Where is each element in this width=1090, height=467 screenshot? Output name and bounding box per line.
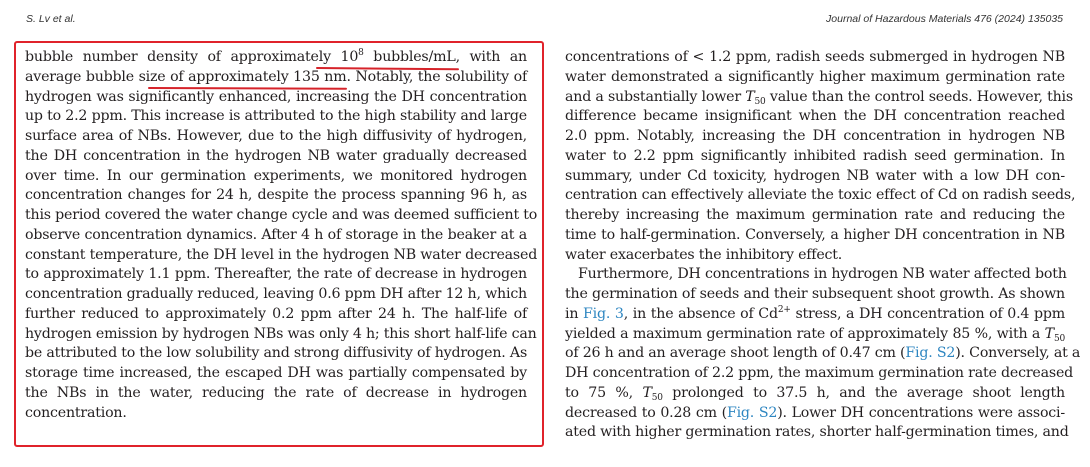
right-line-15: yielded a maximum germination rate of ap… xyxy=(565,325,1065,344)
right-line-12: Furthermore, DH concentrations in hydrog… xyxy=(578,266,1067,283)
left-line-9: this period covered the water change cyc… xyxy=(25,207,538,223)
fig-s2-link[interactable]: Fig. S2 xyxy=(905,345,956,362)
right-line-18: to 75 %, T50 prolonged to 37.5 h, and th… xyxy=(565,384,1065,403)
left-line-10: observe concentration dynamics. After 4 … xyxy=(25,226,527,243)
right-line-7: summary, under Cd toxicity, hydrogen NB … xyxy=(565,167,1065,184)
right-line-20: ated with higher germination rates, shor… xyxy=(565,424,1069,441)
running-header: S. Lv et al. Journal of Hazardous Materi… xyxy=(0,0,1090,34)
left-line-19: concentration. xyxy=(25,404,127,421)
right-line-2: water demonstrated a significantly highe… xyxy=(565,68,1065,85)
left-line-5: surface area of NBs. However, due to the… xyxy=(25,128,527,144)
right-line-13: the germination of seeds and their subse… xyxy=(565,286,1065,302)
left-line-11: constant temperature, the DH level in th… xyxy=(25,246,538,263)
left-line-13: concentration gradually reduced, leaving… xyxy=(25,286,527,302)
right-line-4: difference became insignificant when the… xyxy=(565,108,1065,125)
left-line-8: concentration changes for 24 h, despite … xyxy=(25,187,527,204)
left-line-14: further reduced to approximately 0.2 ppm… xyxy=(25,305,527,322)
right-line-17: DH concentration of 2.2 ppm, the maximum… xyxy=(565,365,1074,381)
left-column: bubble number density of approximately 1… xyxy=(25,48,538,423)
right-line-1: concentrations of < 1.2 ppm, radish seed… xyxy=(565,49,1065,65)
right-line-16: of 26 h and an average shoot length of 0… xyxy=(565,345,1081,362)
running-header-authors: S. Lv et al. xyxy=(26,13,76,25)
right-line-3: and a substantially lower T50 value than… xyxy=(565,88,1073,107)
fig-s2-link[interactable]: Fig. S2 xyxy=(726,404,778,421)
right-line-10: time to half-germination. Conversely, a … xyxy=(565,226,1065,243)
left-line-6: the DH concentration in the hydrogen NB … xyxy=(25,147,527,164)
left-line-2: average bubble size of approximately 135… xyxy=(25,68,527,85)
left-line-12: to approximately 1.1 ppm. Thereafter, th… xyxy=(25,266,527,283)
left-line-16: be attributed to the low solubility and … xyxy=(25,345,528,362)
left-line-7: over time. In our germination experiment… xyxy=(25,167,527,184)
right-column: concentrations of < 1.2 ppm, radish seed… xyxy=(565,48,1081,443)
right-line-6: water to 2.2 ppm significantly inhibited… xyxy=(565,147,1065,164)
right-line-14: in Fig. 3, in the absence of Cd2+ stress… xyxy=(565,304,1065,322)
left-line-1: bubble number density of approximately 1… xyxy=(25,48,527,66)
left-line-3: hydrogen was significantly enhanced, inc… xyxy=(25,88,527,105)
left-line-17: storage time increased, the escaped DH w… xyxy=(25,365,527,381)
right-line-11: water exacerbates the inhibitory effect. xyxy=(565,246,843,263)
right-line-5: 2.0 ppm. Notably, increasing the DH conc… xyxy=(565,128,1065,144)
running-header-journal: Journal of Hazardous Materials 476 (2024… xyxy=(826,13,1063,25)
left-line-4: up to 2.2 ppm. This increase is attribut… xyxy=(25,108,527,125)
fig-3-link[interactable]: Fig. 3 xyxy=(583,305,624,322)
right-line-9: thereby increasing the maximum germinati… xyxy=(565,207,1065,223)
left-line-15: hydrogen emission by hydrogen NBs was on… xyxy=(25,325,537,342)
right-line-8: centration can effectively alleviate the… xyxy=(565,187,1076,204)
right-line-19: decreased to 0.28 cm (Fig. S2). Lower DH… xyxy=(565,404,1065,421)
left-line-18: the NBs in the water, reducing the rate … xyxy=(25,384,527,401)
